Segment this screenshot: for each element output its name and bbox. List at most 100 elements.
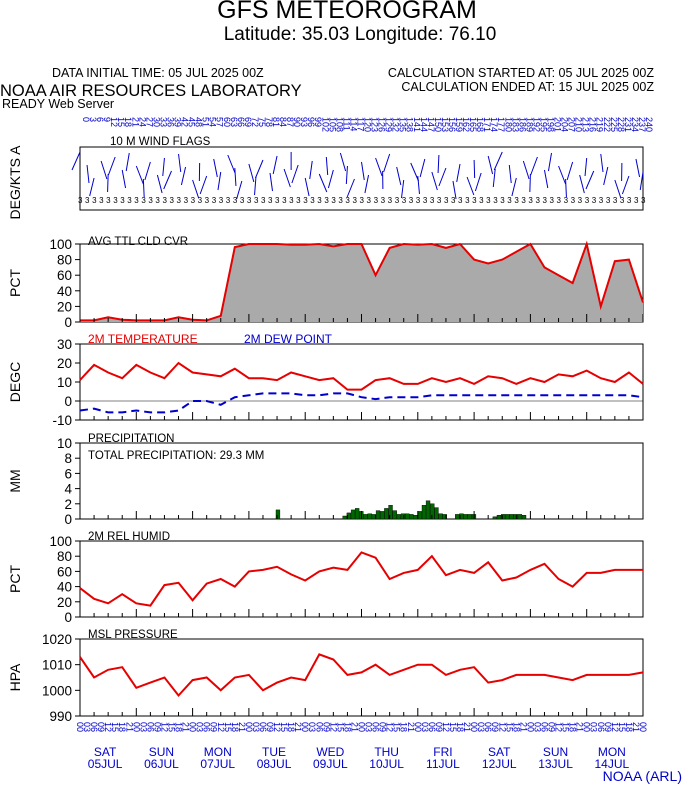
- bottom-hour-label: 00: [582, 722, 592, 732]
- bottom-hour-label: 18: [624, 722, 634, 732]
- wind-direction-digit: 3: [85, 196, 90, 205]
- wind-barb: [487, 155, 494, 175]
- day-date-label: 13JUL: [538, 757, 573, 771]
- bottom-hour-label: 00: [244, 722, 254, 732]
- precip-tick-label: 10: [57, 436, 72, 451]
- top-hour-label: 99: [313, 117, 323, 127]
- wind-direction-digit: 3: [620, 196, 625, 205]
- temperature-tick-label: 30: [57, 337, 72, 352]
- bottom-hour-label: 00: [188, 722, 198, 732]
- top-hour-label: 207: [567, 117, 577, 132]
- wind-barb: [566, 161, 574, 181]
- top-hour-label: 159: [454, 117, 464, 132]
- top-hour-label: 57: [215, 117, 225, 127]
- precip-bar: [400, 513, 406, 520]
- bottom-hour-label: 00: [75, 722, 85, 732]
- wind-direction-digit: 3: [564, 196, 569, 205]
- day-date-label: 05JUL: [88, 757, 123, 771]
- wind-direction-digit: 3: [268, 196, 273, 205]
- bottom-hour-label: 09: [321, 722, 331, 732]
- bottom-hour-label: 18: [117, 722, 127, 732]
- wind-direction-digit: 3: [613, 196, 618, 205]
- cloud-y-label: PCT: [7, 269, 23, 297]
- precip-bar: [421, 505, 427, 520]
- cloud-cover-line: [80, 240, 644, 322]
- wind-barb: [530, 156, 538, 176]
- top-hour-label: 24: [137, 117, 147, 127]
- bottom-hour-label: 06: [89, 722, 99, 732]
- top-hour-label: 54: [208, 117, 218, 127]
- cloud-tick-label: 0: [64, 315, 72, 330]
- bottom-hour-label: 00: [357, 722, 367, 732]
- bottom-hour-label: 15: [392, 722, 402, 732]
- top-hour-label: 51: [201, 117, 211, 127]
- wind-direction-digit: 3: [317, 196, 322, 205]
- top-hour-label: 135: [398, 117, 408, 132]
- bottom-hour-label: 12: [328, 722, 338, 732]
- top-hour-label: 219: [595, 117, 605, 132]
- cloud-cover-area: [80, 244, 643, 322]
- top-hour-label: 120: [363, 117, 373, 132]
- bottom-hour-label: 06: [596, 722, 606, 732]
- bottom-hour-label: 12: [159, 722, 169, 732]
- wind-barb: [508, 164, 512, 184]
- top-hour-label: 240: [644, 117, 654, 132]
- wind-barb: [107, 173, 109, 193]
- temperature-panel-frame: [79, 343, 644, 421]
- total-precip-label: TOTAL PRECIPITATION: 29.3 MM: [88, 450, 264, 462]
- wind-barb: [383, 153, 391, 173]
- wind-barb: [579, 174, 585, 194]
- precip-bar: [501, 514, 506, 520]
- top-hour-label: 165: [468, 117, 478, 132]
- day-weekday-label: SUN: [149, 745, 174, 759]
- day-weekday-label: FRI: [433, 745, 452, 759]
- wind-direction-digit: 3: [233, 196, 238, 205]
- humidity-tick-label: 60: [57, 564, 72, 579]
- wind-barb: [614, 179, 622, 199]
- top-hour-label: 204: [560, 117, 570, 132]
- top-hour-label: 69: [243, 117, 253, 127]
- humidity-tick-label: 40: [57, 580, 72, 595]
- top-hour-label: 72: [250, 117, 260, 127]
- wind-direction-digit: 3: [599, 196, 604, 205]
- precip-bar: [355, 508, 360, 520]
- wind-barb: [255, 159, 264, 179]
- wind-direction-digit: 3: [423, 196, 428, 205]
- wind-direction-digit: 3: [134, 196, 139, 205]
- precip-bar: [367, 513, 372, 520]
- precip-y-label: MM: [7, 469, 23, 492]
- wind-direction-digit: 3: [324, 196, 329, 205]
- top-hour-label: 63: [229, 117, 239, 127]
- wind-barb: [456, 163, 461, 183]
- wind-direction-digit: 3: [360, 196, 365, 205]
- precip-bar: [375, 510, 381, 520]
- pressure-line: [79, 653, 644, 698]
- bottom-hour-label: 18: [455, 722, 465, 732]
- wind-direction-digit: 3: [542, 196, 547, 205]
- wind-direction-digit: 3: [592, 196, 597, 205]
- precip-tick-label: 6: [64, 466, 72, 481]
- wind-direction-digit: 3: [479, 196, 484, 205]
- wind-barb: [600, 153, 604, 173]
- top-hour-label: 192: [531, 117, 541, 132]
- precip-bar: [438, 513, 443, 520]
- top-hour-label: 60: [222, 117, 232, 127]
- precip-panel-title: PRECIPITATION: [88, 433, 174, 445]
- wind-direction-digit: 3: [198, 196, 203, 205]
- bottom-hour-label: 06: [427, 722, 437, 732]
- coordinates-subtitle: Latitude: 35.03 Longitude: 76.10: [223, 24, 497, 45]
- top-hour-label: 3: [88, 117, 98, 122]
- wind-direction-digit: 3: [416, 196, 421, 205]
- top-hour-label: 93: [299, 117, 309, 127]
- precip-bar: [275, 509, 281, 520]
- bottom-hour-label: 12: [385, 722, 395, 732]
- precip-bar: [350, 509, 356, 520]
- bottom-hour-label: 03: [420, 722, 430, 732]
- humidity-tick-label: 100: [49, 534, 72, 549]
- wind-direction-digit: 3: [451, 196, 456, 205]
- wind-direction-digit: 3: [205, 196, 210, 205]
- bottom-hour-label: 15: [279, 722, 289, 732]
- wind-barb: [438, 167, 447, 187]
- temperature-y-label: DEGC: [7, 362, 23, 402]
- top-hour-label: 171: [482, 117, 492, 132]
